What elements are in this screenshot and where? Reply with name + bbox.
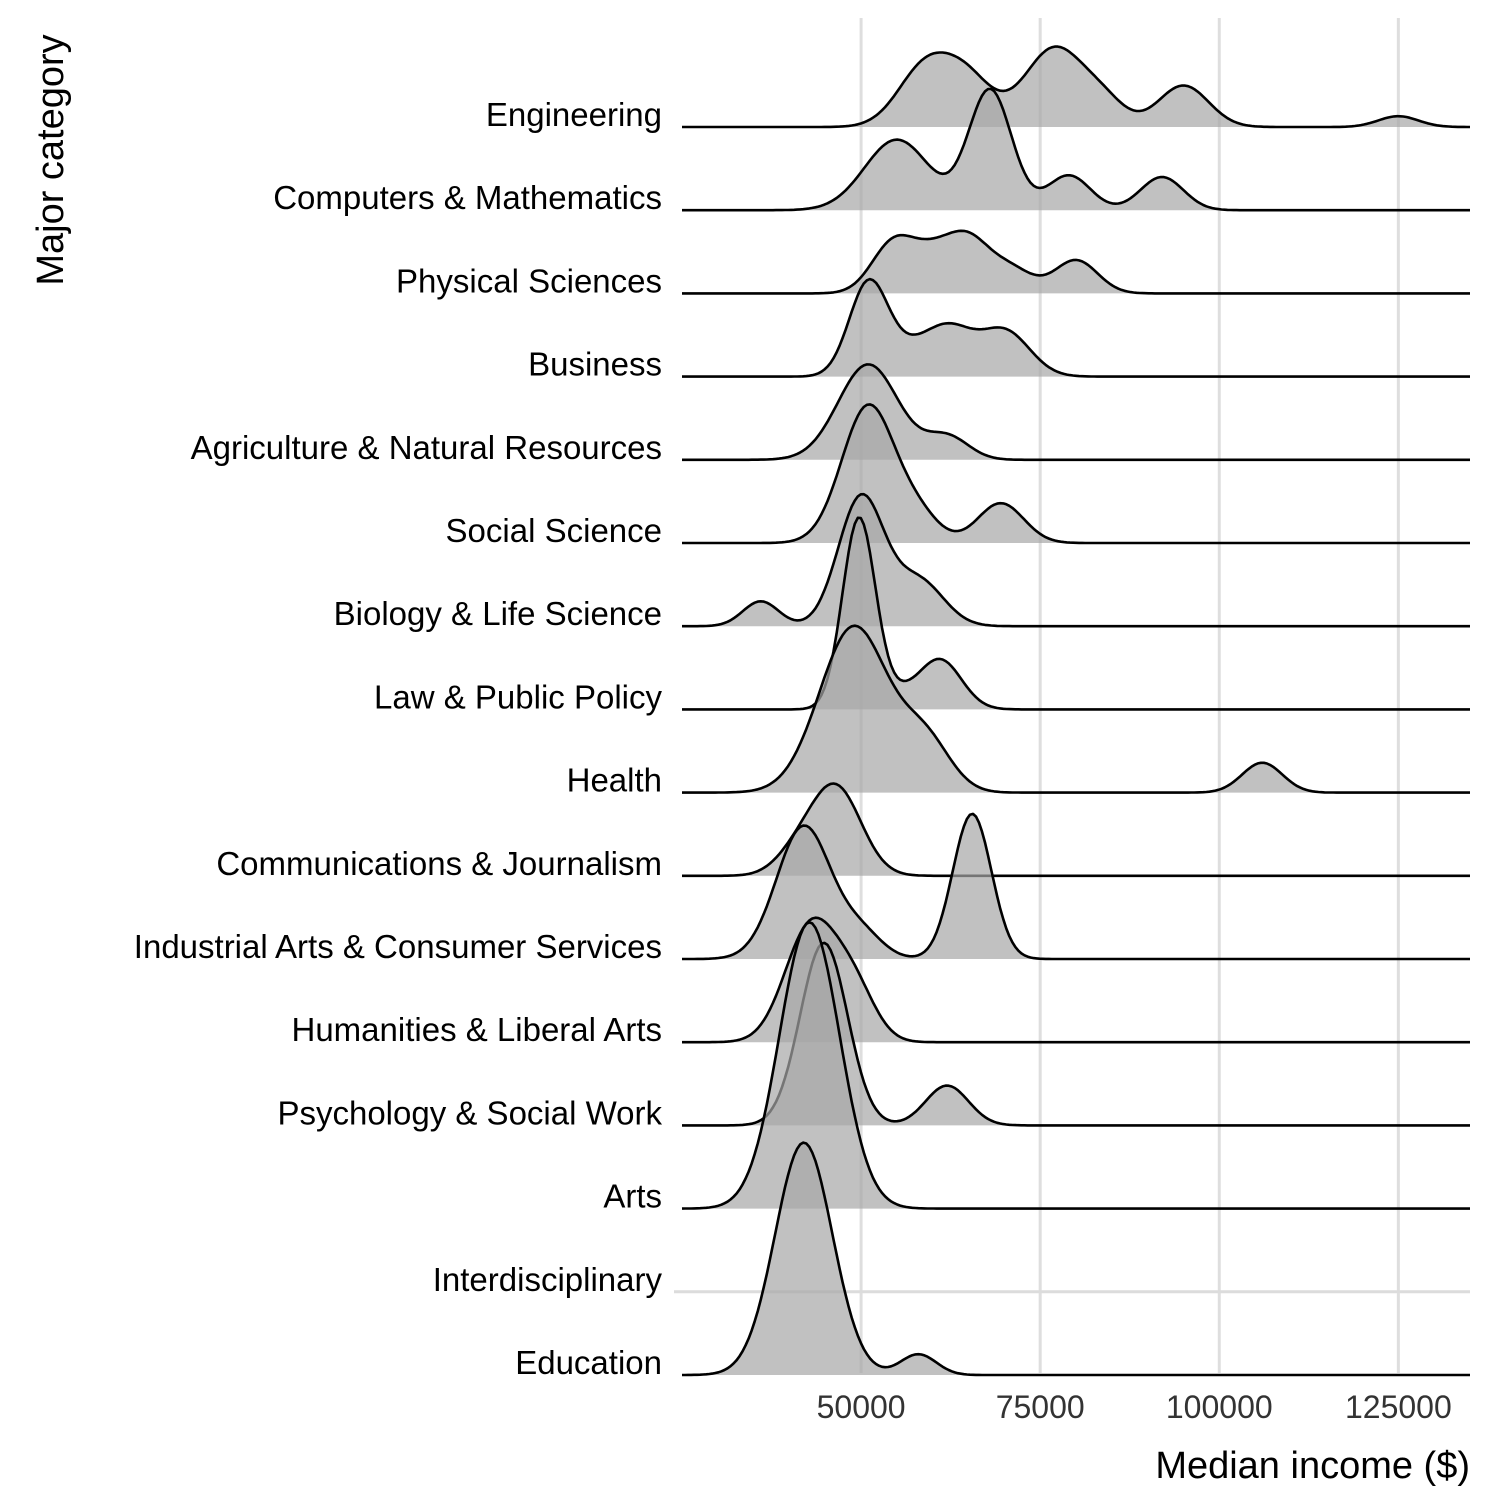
x-tick-label-50000: 50000 (817, 1389, 906, 1425)
ridge-area-health (682, 625, 1470, 793)
ridge-layer (674, 45, 1470, 1377)
ridge-line-humanities-and-liberal-arts (682, 916, 1470, 1044)
ridge-line-social-science (682, 403, 1470, 545)
ridge-engineering (682, 45, 1470, 129)
ridge-health (682, 624, 1470, 794)
ridge-line-health (682, 624, 1470, 794)
x-tick-layer: 50000 75000 100000 125000 (817, 1389, 1452, 1425)
y-axis-title: Major category (30, 34, 72, 285)
ridge-area-computers-and-mathematics (682, 89, 1470, 211)
ridge-area-social-science (682, 404, 1470, 543)
ridge-line-education (682, 1141, 1470, 1377)
x-tick-label-100000: 100000 (1166, 1389, 1273, 1425)
category-label-health: Health (567, 762, 662, 799)
ridge-arts (681, 921, 1470, 1210)
ridge-social-science (682, 403, 1470, 545)
x-axis-title: Median income ($) (1155, 1445, 1470, 1487)
ridge-area-communications-and-journalism (682, 783, 1470, 876)
category-label-computers-and-mathematics: Computers & Mathematics (273, 179, 662, 216)
ridge-area-engineering (682, 46, 1470, 127)
category-label-social-science: Social Science (446, 512, 662, 549)
category-label-industrial-arts-and-consumer-services: Industrial Arts & Consumer Services (134, 928, 662, 965)
ridge-communications-and-journalism (682, 782, 1470, 878)
ridge-area-biology-and-life-science (682, 494, 1470, 627)
category-label-biology-and-life-science: Biology & Life Science (334, 595, 662, 632)
ridge-biology-and-life-science (682, 492, 1470, 628)
ridge-industrial-arts-and-consumer-services (682, 812, 1470, 961)
category-label-arts: Arts (603, 1178, 662, 1215)
ridge-area-industrial-arts-and-consumer-services (682, 813, 1470, 959)
ridge-physical-sciences (682, 229, 1470, 295)
category-label-agriculture-and-natural-resources: Agriculture & Natural Resources (191, 429, 662, 466)
ridge-law-and-public-policy (682, 516, 1470, 711)
category-label-humanities-and-liberal-arts: Humanities & Liberal Arts (292, 1011, 663, 1048)
ridge-agriculture-and-natural-resources (682, 363, 1470, 462)
ridge-line-engineering (682, 45, 1470, 129)
ridge-area-agriculture-and-natural-resources (682, 364, 1470, 460)
ridge-education (682, 1141, 1470, 1377)
ridge-area-law-and-public-policy (682, 517, 1470, 710)
x-tick-label-75000: 75000 (996, 1389, 1085, 1425)
ridge-line-business (682, 277, 1470, 378)
ridge-business (682, 277, 1470, 378)
ridge-area-business (682, 279, 1470, 377)
ridge-line-computers-and-mathematics (682, 87, 1470, 212)
category-label-physical-sciences: Physical Sciences (396, 262, 662, 299)
ridge-line-biology-and-life-science (682, 492, 1470, 628)
category-label-layer: Engineering Computers & Mathematics Physic… (134, 96, 663, 1381)
ridge-line-law-and-public-policy (682, 516, 1470, 711)
ridge-computers-and-mathematics (682, 87, 1470, 212)
ridge-line-physical-sciences (682, 229, 1470, 295)
ridge-line-industrial-arts-and-consumer-services (682, 812, 1470, 961)
category-label-communications-and-journalism: Communications & Journalism (216, 845, 662, 882)
category-label-business: Business (528, 346, 662, 383)
ridge-line-agriculture-and-natural-resources (682, 363, 1470, 462)
ridge-line-communications-and-journalism (682, 782, 1470, 878)
category-label-interdisciplinary: Interdisciplinary (433, 1261, 663, 1298)
category-label-engineering: Engineering (486, 96, 662, 133)
category-label-education: Education (515, 1344, 662, 1381)
category-label-law-and-public-policy: Law & Public Policy (374, 678, 662, 715)
x-tick-label-125000: 125000 (1345, 1389, 1452, 1425)
ridge-line-arts (681, 921, 1470, 1210)
ridge-area-arts (682, 922, 1470, 1209)
ridge-area-education (682, 1142, 1470, 1375)
category-label-psychology-and-social-work: Psychology & Social Work (277, 1094, 662, 1131)
ridge-area-physical-sciences (682, 230, 1470, 294)
